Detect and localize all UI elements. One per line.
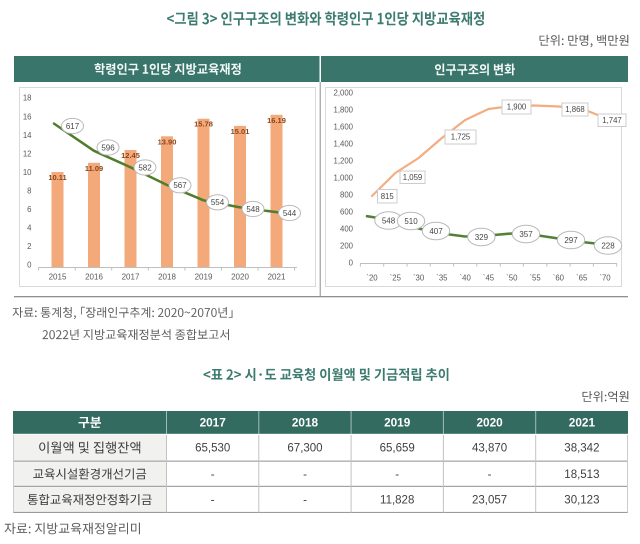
svg-text:2018: 2018 — [292, 416, 319, 430]
svg-text:2020: 2020 — [476, 416, 503, 430]
svg-text:200: 200 — [340, 242, 354, 251]
svg-text:14: 14 — [23, 131, 32, 140]
svg-text:596: 596 — [101, 143, 115, 152]
svg-text:18,513: 18,513 — [564, 469, 599, 481]
svg-text:1,000: 1,000 — [333, 174, 353, 183]
svg-text:228: 228 — [601, 241, 615, 250]
svg-text:2019: 2019 — [384, 416, 411, 430]
svg-text:10.11: 10.11 — [48, 173, 66, 182]
svg-text:`55: `55 — [529, 274, 541, 283]
svg-text:2018: 2018 — [158, 273, 176, 282]
svg-text:43,870: 43,870 — [472, 443, 507, 455]
svg-text:1,868: 1,868 — [565, 105, 585, 114]
svg-text:-: - — [211, 495, 215, 507]
svg-text:`50: `50 — [506, 274, 518, 283]
svg-text:-: - — [303, 469, 307, 481]
svg-text:`20: `20 — [366, 274, 378, 283]
svg-text:11,828: 11,828 — [380, 495, 414, 507]
svg-text:2: 2 — [27, 242, 31, 251]
svg-text:23,057: 23,057 — [472, 495, 507, 507]
svg-text:16.19: 16.19 — [267, 116, 286, 125]
svg-text:2021: 2021 — [268, 273, 286, 282]
svg-text:548: 548 — [382, 216, 396, 225]
svg-text:8: 8 — [27, 186, 31, 195]
svg-text:4: 4 — [27, 224, 32, 233]
svg-text:2021: 2021 — [569, 416, 596, 430]
svg-text:-: - — [488, 469, 492, 481]
svg-text:12.45: 12.45 — [121, 151, 140, 160]
svg-text:510: 510 — [404, 217, 418, 226]
svg-text:15.78: 15.78 — [194, 120, 213, 129]
svg-text:18: 18 — [23, 94, 32, 103]
svg-text:0: 0 — [349, 259, 354, 268]
svg-text:`45: `45 — [483, 274, 495, 283]
svg-text:2015: 2015 — [49, 273, 67, 282]
svg-text:2017: 2017 — [122, 273, 140, 282]
svg-text:`60: `60 — [553, 274, 565, 283]
svg-text:800: 800 — [340, 191, 354, 200]
svg-text:1,200: 1,200 — [333, 157, 353, 166]
svg-text:600: 600 — [340, 208, 354, 217]
svg-text:1,600: 1,600 — [333, 123, 353, 132]
svg-text:`30: `30 — [413, 274, 425, 283]
svg-text:329: 329 — [475, 233, 489, 242]
svg-text:554: 554 — [211, 198, 225, 207]
svg-text:-: - — [303, 495, 307, 507]
svg-text:357: 357 — [519, 230, 533, 239]
svg-text:-: - — [211, 469, 215, 481]
svg-text:544: 544 — [283, 209, 297, 218]
svg-text:15.01: 15.01 — [231, 127, 250, 136]
svg-text:1,747: 1,747 — [602, 116, 622, 125]
svg-text:2017: 2017 — [200, 416, 227, 430]
svg-text:582: 582 — [138, 163, 152, 172]
svg-text:1,900: 1,900 — [507, 103, 527, 112]
svg-text:-: - — [395, 469, 399, 481]
svg-text:548: 548 — [246, 205, 260, 214]
svg-text:400: 400 — [340, 225, 354, 234]
svg-text:16: 16 — [23, 112, 32, 121]
svg-text:38,342: 38,342 — [564, 443, 599, 455]
svg-text:`40: `40 — [460, 274, 472, 283]
svg-text:2020: 2020 — [231, 273, 249, 282]
svg-text:12: 12 — [23, 149, 32, 158]
svg-text:1,400: 1,400 — [333, 140, 353, 149]
svg-text:`35: `35 — [436, 274, 448, 283]
svg-text:67,300: 67,300 — [287, 443, 322, 455]
svg-text:617: 617 — [66, 122, 80, 131]
svg-text:1,800: 1,800 — [333, 106, 353, 115]
svg-text:2016: 2016 — [85, 273, 103, 282]
svg-text:65,530: 65,530 — [195, 443, 230, 455]
svg-text:407: 407 — [429, 227, 443, 236]
svg-text:65,659: 65,659 — [380, 443, 415, 455]
svg-text:`25: `25 — [390, 274, 402, 283]
svg-text:6: 6 — [27, 205, 31, 214]
svg-text:0: 0 — [27, 261, 32, 270]
svg-text:10: 10 — [23, 168, 32, 177]
svg-text:815: 815 — [381, 192, 395, 201]
svg-text:`65: `65 — [576, 274, 588, 283]
svg-text:1,725: 1,725 — [451, 133, 471, 142]
svg-text:567: 567 — [173, 181, 187, 190]
svg-text:30,123: 30,123 — [564, 495, 599, 507]
svg-text:2019: 2019 — [195, 273, 213, 282]
svg-text:2,000: 2,000 — [333, 89, 353, 98]
svg-text:1,059: 1,059 — [403, 173, 423, 182]
svg-text:`70: `70 — [599, 274, 611, 283]
svg-text:297: 297 — [564, 236, 578, 245]
svg-text:11.09: 11.09 — [85, 164, 103, 173]
svg-text:13.90: 13.90 — [158, 137, 177, 146]
